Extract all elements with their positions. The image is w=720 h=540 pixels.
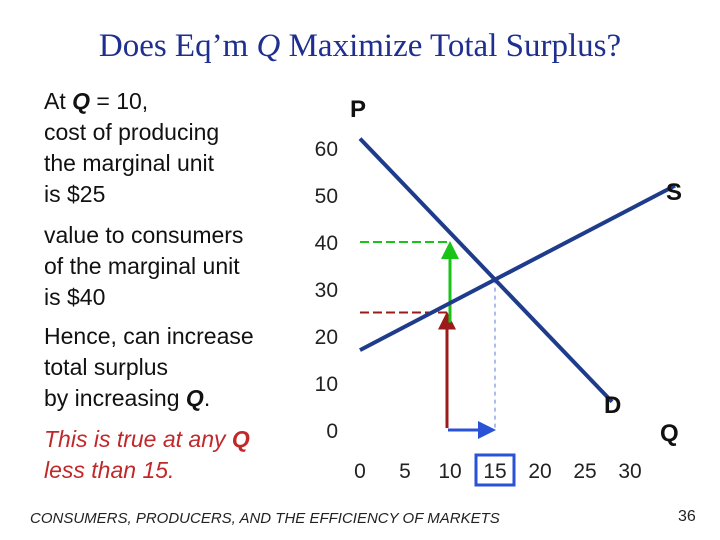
x-tick-label: 20 [528, 460, 551, 483]
x-axis-label: Q [660, 420, 679, 447]
supply-curve [359, 183, 676, 352]
conclusion-text: Hence, can increase total surplus by inc… [44, 323, 254, 411]
y-tick-label: 10 [315, 373, 338, 396]
generalization-text: This is true at any Q less than 15. [44, 426, 250, 483]
x-tick-label: 25 [573, 460, 596, 483]
y-tick-label: 50 [315, 185, 338, 208]
supply-label: S [666, 179, 682, 206]
y-tick-label: 0 [326, 420, 338, 443]
x-tick-label: 5 [399, 460, 411, 483]
x-tick-label: 15 [483, 460, 506, 483]
y-tick-label: 60 [315, 138, 338, 161]
y-tick-label: 30 [315, 279, 338, 302]
x-tick-label: 0 [354, 460, 366, 483]
x-tick-label: 30 [618, 460, 641, 483]
y-axis-label: P [350, 96, 366, 123]
highlight-box [474, 453, 516, 487]
slide-title: Does Eq’m Q Maximize Total Surplus? [98, 28, 622, 64]
x-tick-label: 10 [438, 460, 461, 483]
demand-curve [358, 137, 614, 404]
demand-label: D [604, 392, 621, 419]
y-tick-label: 40 [315, 232, 338, 255]
cost-explanation: At Q = 10, cost of producing the margina… [44, 88, 220, 207]
page-number: 36 [678, 508, 696, 525]
footer-text: CONSUMERS, PRODUCERS, AND THE EFFICIENCY… [30, 510, 500, 527]
value-explanation: value to consumers of the marginal unit … [44, 222, 244, 310]
y-tick-label: 20 [315, 326, 338, 349]
